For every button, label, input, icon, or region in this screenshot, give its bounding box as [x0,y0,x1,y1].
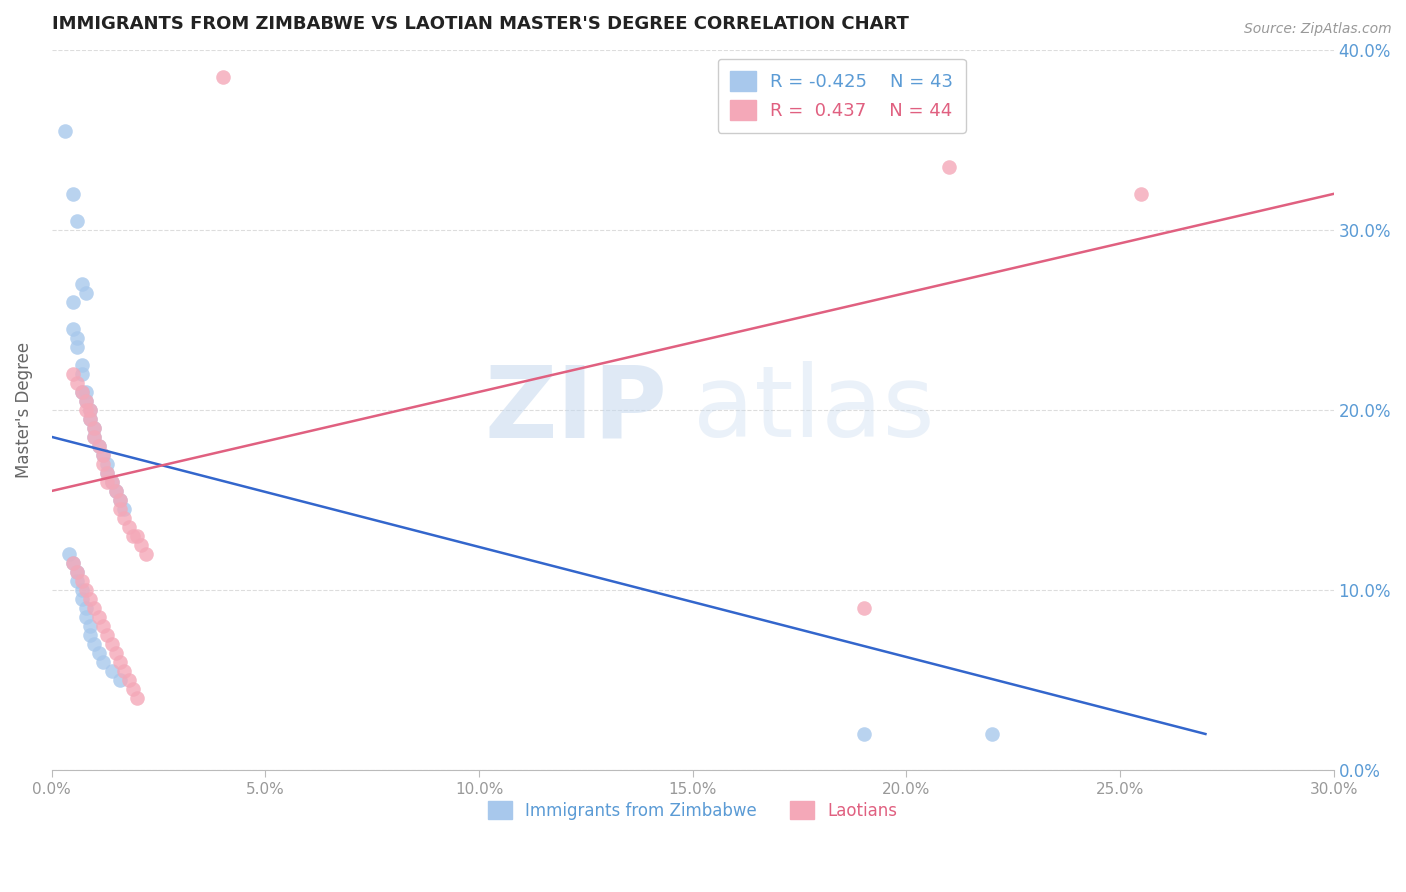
Point [70,384,93,399]
Point [104,483,127,498]
Point [79,403,101,417]
Point [852,727,875,741]
Point [96,466,118,480]
Point [66,376,89,390]
Point [122,681,145,696]
Point [87,610,110,624]
Point [66,574,89,588]
Point [66,565,89,579]
Point [75,601,97,615]
Point [70,277,93,291]
Point [96,466,118,480]
Point [87,646,110,660]
Point [100,637,122,651]
Point [62,186,84,201]
Point [79,403,101,417]
Point [70,582,93,597]
Point [112,502,135,516]
Point [108,492,131,507]
Point [75,285,97,300]
Point [112,511,135,525]
Point [91,457,114,471]
Point [79,628,101,642]
Point [96,628,118,642]
Point [96,457,118,471]
Point [980,727,1002,741]
Point [58,547,80,561]
Point [108,655,131,669]
Point [127,529,149,543]
Point [75,582,97,597]
Point [75,393,97,408]
Point [118,520,141,534]
Point [91,619,114,633]
Point [100,475,122,489]
Legend: Immigrants from Zimbabwe, Laotians: Immigrants from Zimbabwe, Laotians [482,795,904,827]
Point [104,483,127,498]
Point [112,664,135,678]
Point [91,655,114,669]
Point [108,502,131,516]
Point [83,637,105,651]
Point [83,601,105,615]
Point [62,367,84,381]
Point [62,322,84,336]
Point [118,673,141,687]
Point [75,393,97,408]
Y-axis label: Master's Degree: Master's Degree [15,342,32,478]
Point [211,70,233,84]
Point [66,331,89,345]
Point [83,430,105,444]
Point [79,412,101,426]
Point [87,439,110,453]
Point [104,646,127,660]
Point [66,214,89,228]
Point [66,565,89,579]
Point [108,492,131,507]
Point [70,358,93,372]
Point [131,538,153,552]
Point [66,340,89,354]
Point [1130,186,1153,201]
Point [83,421,105,435]
Point [75,610,97,624]
Point [100,664,122,678]
Point [96,475,118,489]
Text: IMMIGRANTS FROM ZIMBABWE VS LAOTIAN MASTER'S DEGREE CORRELATION CHART: IMMIGRANTS FROM ZIMBABWE VS LAOTIAN MAST… [52,15,908,33]
Point [62,556,84,570]
Point [83,421,105,435]
Point [75,384,97,399]
Text: ZIP: ZIP [484,361,666,458]
Point [62,556,84,570]
Point [127,690,149,705]
Point [852,601,875,615]
Point [135,547,157,561]
Point [70,367,93,381]
Point [53,124,76,138]
Point [108,673,131,687]
Point [83,430,105,444]
Point [91,448,114,462]
Point [100,475,122,489]
Point [87,439,110,453]
Point [938,160,960,174]
Point [70,384,93,399]
Point [62,294,84,309]
Point [75,403,97,417]
Text: Source: ZipAtlas.com: Source: ZipAtlas.com [1244,22,1392,37]
Point [91,448,114,462]
Point [122,529,145,543]
Point [79,412,101,426]
Point [70,574,93,588]
Text: atlas: atlas [693,361,935,458]
Point [79,591,101,606]
Point [70,591,93,606]
Point [79,619,101,633]
